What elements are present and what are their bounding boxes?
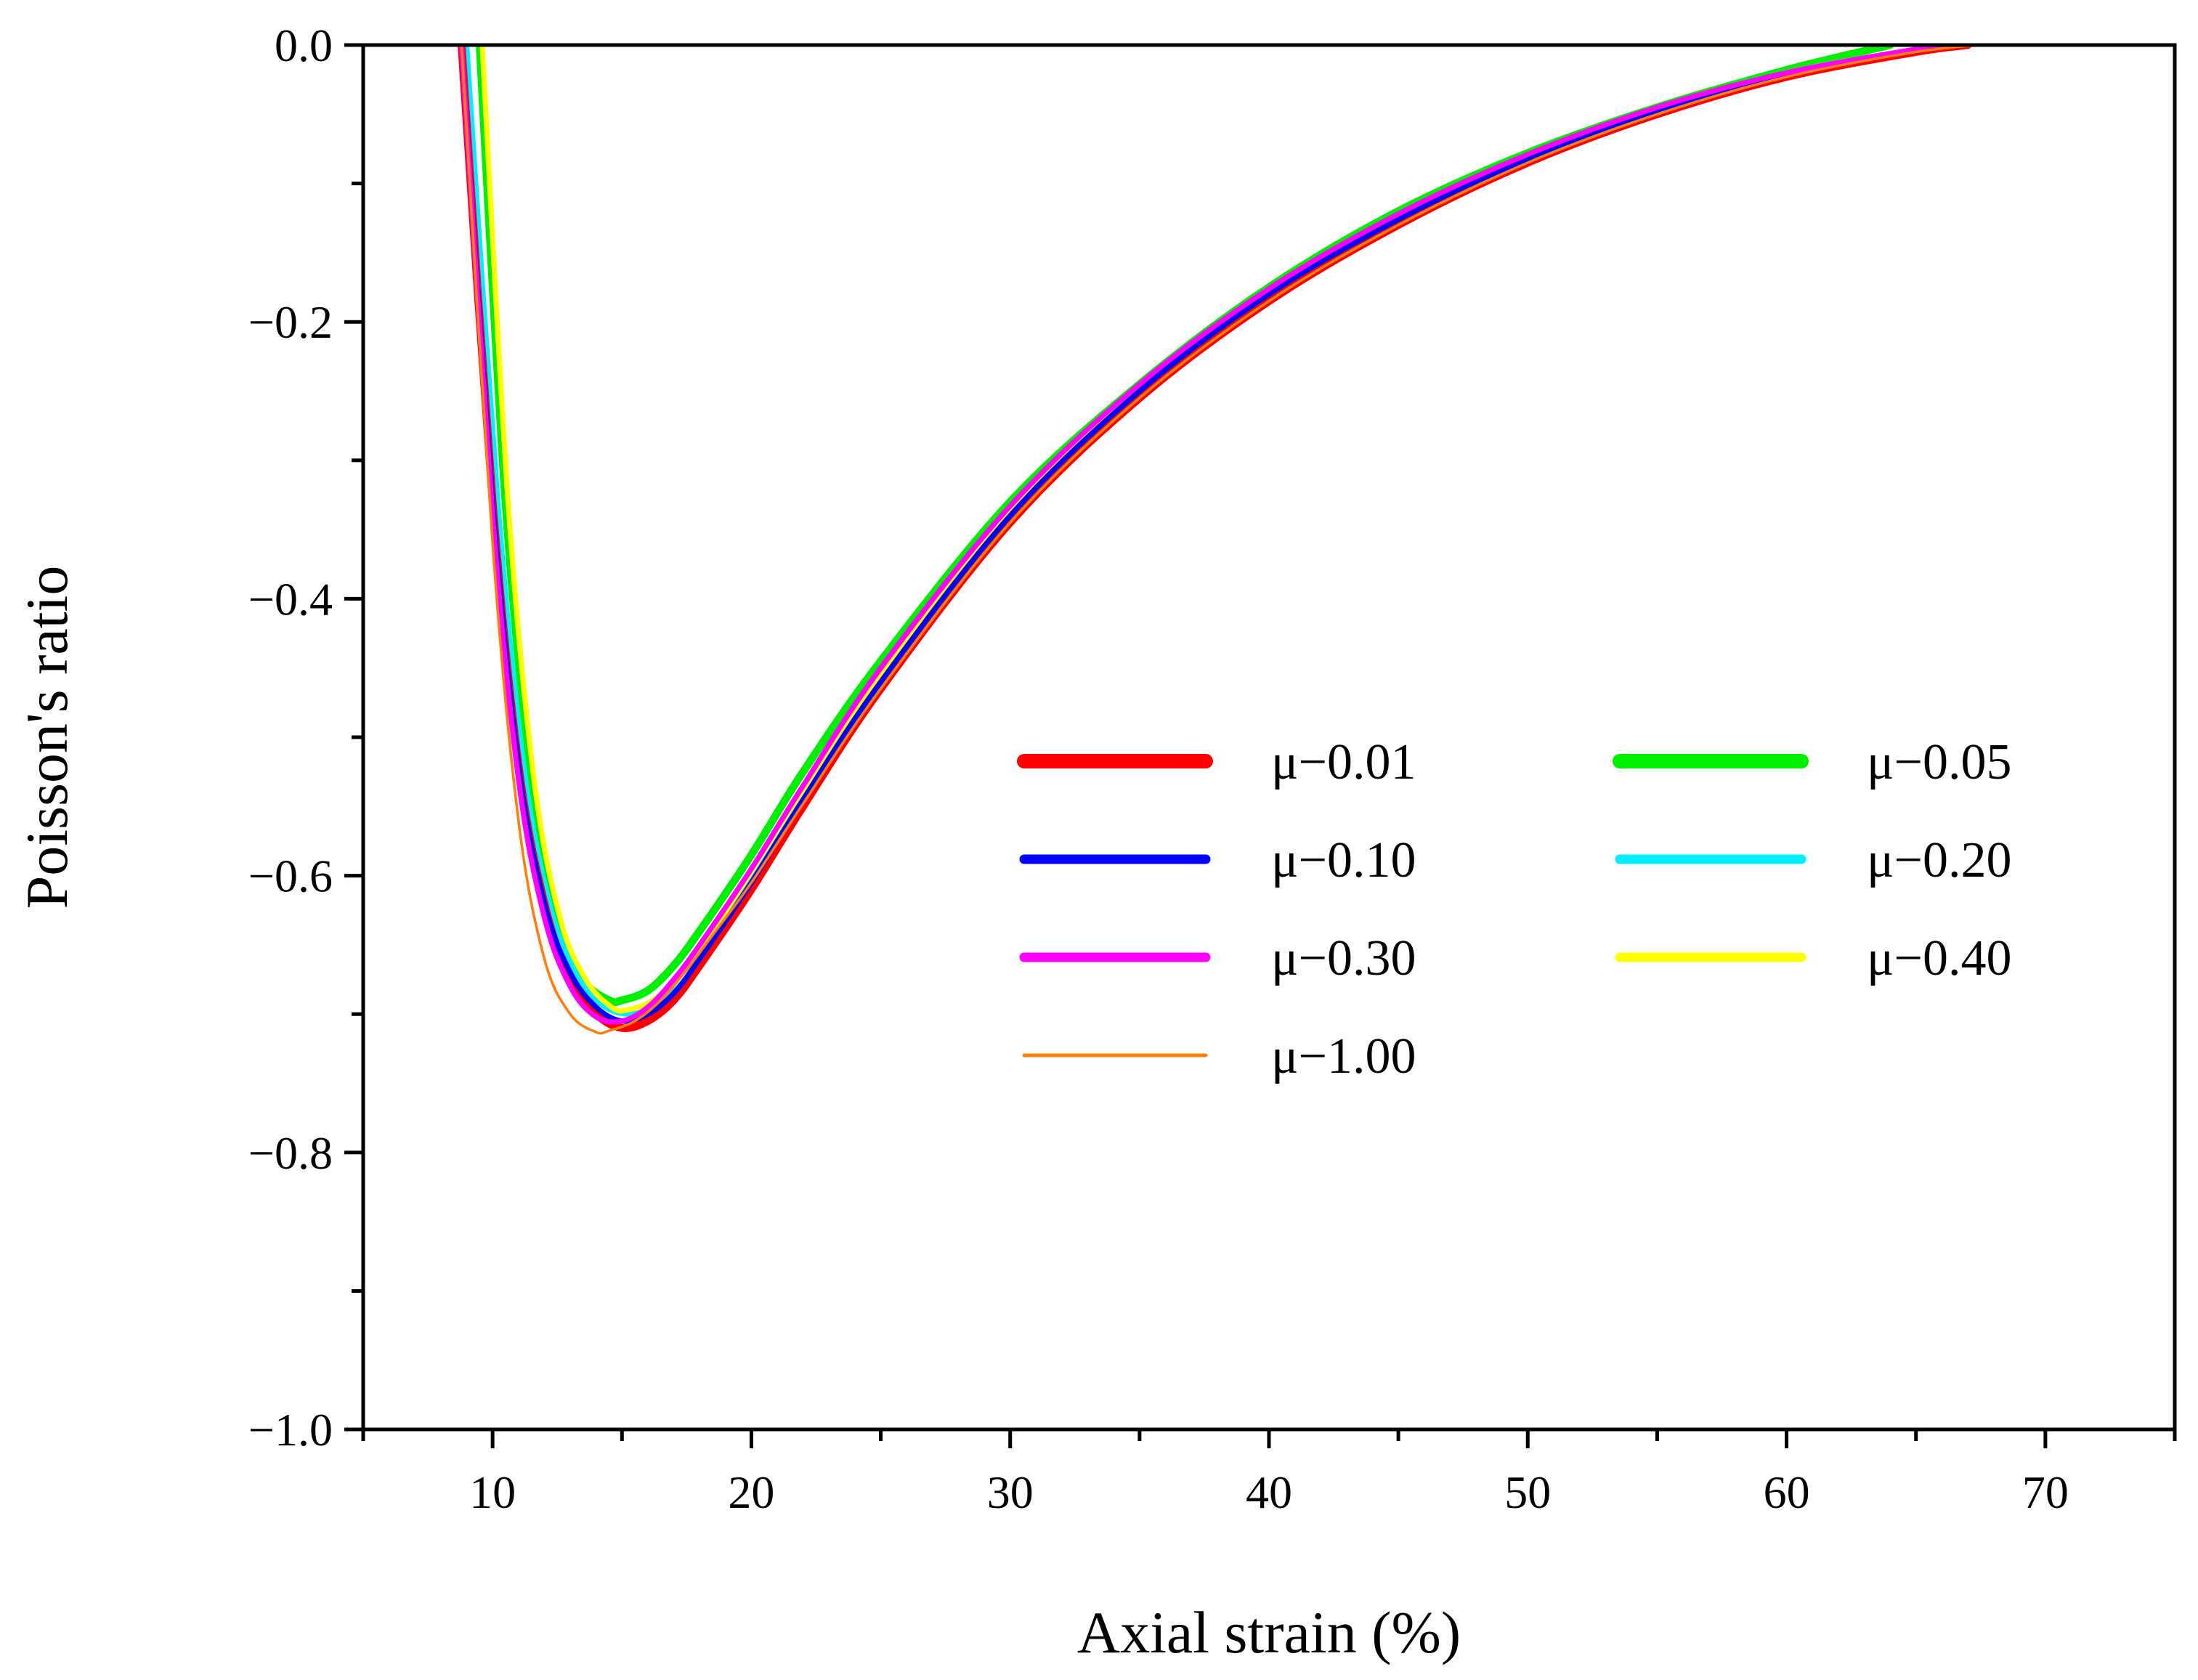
y-tick-label: 0.0: [275, 20, 333, 71]
legend-label: μ−0.30: [1271, 930, 1416, 986]
y-tick-label: −0.4: [248, 573, 333, 625]
x-tick-label: 20: [728, 1466, 774, 1518]
x-tick-label: 50: [1504, 1466, 1551, 1518]
y-axis-title: Poisson's ratio: [14, 566, 80, 909]
x-tick-label: 30: [987, 1466, 1034, 1518]
y-tick-label: −0.6: [248, 851, 333, 902]
series-line: [458, 45, 1958, 1024]
series-line: [479, 45, 1944, 1014]
x-axis: 10 20 30 40 50 60 70: [361, 1429, 2177, 1518]
legend-label: μ−0.05: [1867, 734, 2012, 790]
series-line: [460, 45, 1982, 1035]
x-tick-label: 40: [1246, 1466, 1292, 1518]
x-axis-title: Axial strain (%): [1077, 1599, 1461, 1665]
series-line: [458, 45, 1944, 1025]
legend-label: μ−0.40: [1867, 930, 2012, 986]
x-tick-label: 60: [1764, 1466, 1810, 1518]
legend-label: μ−0.10: [1271, 832, 1416, 888]
y-tick-label: −1.0: [248, 1404, 333, 1456]
legend-label: μ−0.20: [1867, 832, 2012, 888]
legend-label: μ−1.00: [1271, 1028, 1416, 1084]
series-line: [463, 45, 1944, 1017]
series-layer: [457, 45, 1982, 1035]
y-axis: 0.0 −0.2 −0.4 −0.6 −0.8 −1.0: [248, 20, 363, 1456]
x-tick-label: 10: [469, 1466, 516, 1518]
legend-label: μ−0.01: [1271, 734, 1416, 790]
series-line: [457, 45, 1972, 1032]
y-tick-label: −0.8: [248, 1127, 333, 1179]
y-tick-label: −0.2: [248, 296, 333, 348]
legend: μ−0.01 μ−0.05 μ−0.10 μ−0.20 μ−0.30 μ−0.40 μ−1.…: [1017, 734, 2012, 1084]
x-tick-label: 70: [2022, 1466, 2069, 1518]
